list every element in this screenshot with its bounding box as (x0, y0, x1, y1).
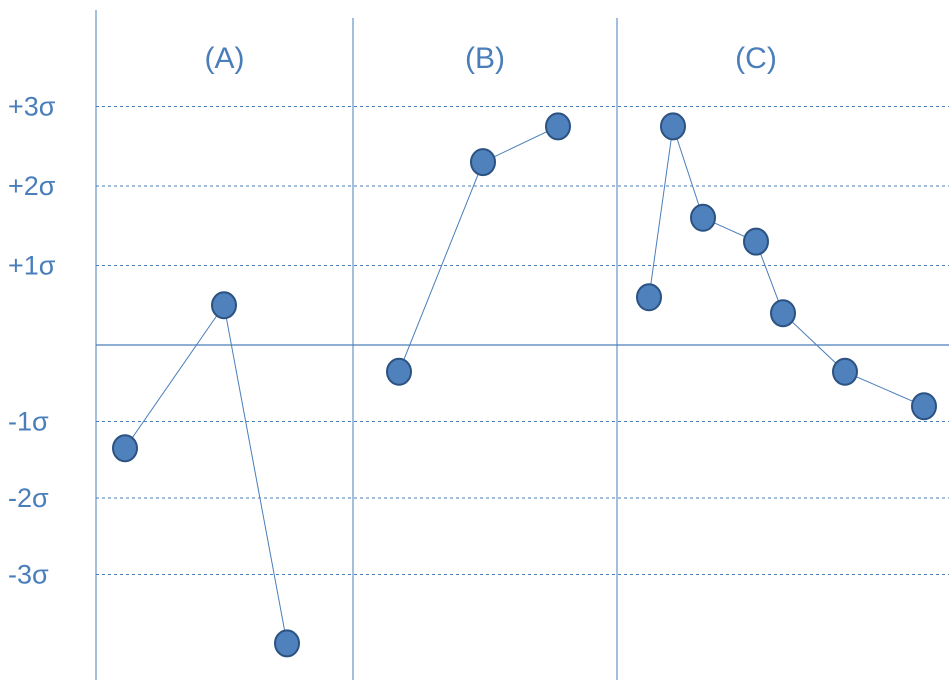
data-point (112, 434, 138, 463)
y-tick-label: -2σ (8, 483, 49, 513)
series-line (124, 303, 288, 644)
data-point (911, 392, 937, 421)
y-tick-label: +1σ (8, 251, 56, 281)
y-tick-label: +2σ (8, 171, 56, 201)
data-point (770, 299, 796, 328)
series-line (648, 126, 925, 407)
data-point (690, 203, 716, 232)
data-point (660, 112, 686, 141)
data-point (470, 148, 496, 177)
y-tick-label: -3σ (8, 560, 49, 590)
data-point (211, 291, 237, 320)
data-point (832, 357, 858, 386)
panel-labels: (A) (B) (C) (205, 42, 777, 75)
panel-label: (C) (735, 42, 777, 75)
y-tick-label: +3σ (8, 92, 56, 122)
panel-label: (B) (465, 42, 505, 75)
panel-label: (A) (205, 42, 245, 75)
y-tick-labels: +3σ +2σ +1σ -1σ -2σ -3σ (8, 92, 56, 590)
grid-lines (96, 106, 949, 575)
y-tick-label: -1σ (8, 407, 49, 437)
data-point (636, 283, 662, 312)
data-point (743, 227, 769, 256)
data-point (545, 112, 571, 141)
data-point (274, 629, 300, 658)
data-point (386, 357, 412, 386)
series-group (112, 112, 937, 658)
panel-dividers (95, 10, 618, 680)
